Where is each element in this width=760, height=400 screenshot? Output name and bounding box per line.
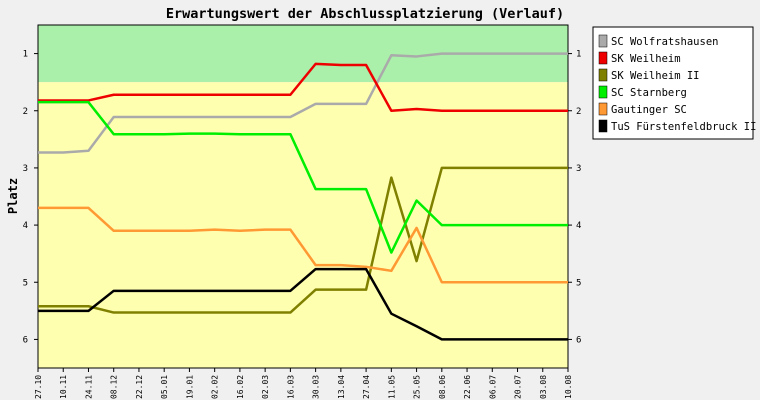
- y-tick-label-left-5: 5: [23, 278, 28, 288]
- x-tick-label-5: 05.01: [160, 375, 169, 399]
- legend: SC Wolfratshausen SK Weilheim SK Weilheim …: [592, 26, 756, 140]
- y-tick-label-right-1: 1: [576, 50, 581, 60]
- plot-frame: [37, 24, 569, 369]
- y-tick-label-right-3: 3: [576, 164, 581, 174]
- y-axis-label: Platz: [6, 178, 20, 214]
- y-tick-label-left-4: 4: [23, 221, 28, 231]
- x-tick-label-4: 22.12: [135, 375, 144, 399]
- x-tick-label-14: 11.05: [387, 375, 396, 399]
- y-tick-label-right-6: 6: [576, 335, 581, 345]
- series-line-4: [38, 206, 568, 284]
- x-tick-label-3: 08.12: [110, 375, 119, 399]
- plot-area: 1 1 2 2 3 3 4 4 5 5 6 6 27.10 10.11 24.11 08.12 22.12 05.…: [23, 24, 581, 399]
- x-tick-label-20: 03.08: [539, 375, 548, 399]
- y-tick-label-right-4: 4: [576, 221, 581, 231]
- series-line-1: [38, 62, 568, 112]
- legend-label-0: SC Wolfratshausen: [611, 36, 718, 48]
- x-tick-label-7: 02.02: [211, 375, 220, 399]
- x-tick-label-11: 30.03: [312, 375, 321, 399]
- x-tick-label-12: 13.04: [337, 375, 346, 399]
- series-line-3: [38, 100, 568, 254]
- series-line-0: [38, 52, 568, 154]
- y-tick-label-right-2: 2: [576, 107, 581, 117]
- x-tick-label-16: 08.06: [438, 375, 447, 399]
- y-tick-label-left-3: 3: [23, 164, 28, 174]
- x-tick-label-19: 20.07: [514, 375, 523, 399]
- legend-label-5: TuS Fürstenfeldbruck II: [611, 121, 756, 133]
- x-tick-label-13: 27.04: [362, 375, 371, 399]
- x-tick-label-0: 27.10: [34, 375, 43, 399]
- series-line-2: [38, 166, 568, 314]
- y-tick-label-left-1: 1: [23, 50, 28, 60]
- legend-label-1: SK Weilheim: [611, 53, 681, 65]
- x-tick-label-10: 16.03: [286, 375, 295, 399]
- x-tick-label-2: 24.11: [84, 375, 93, 399]
- legend-swatch-0: [598, 34, 608, 48]
- y-tick-label-left-6: 6: [23, 335, 28, 345]
- legend-swatch-1: [598, 51, 608, 65]
- series-line-5: [38, 267, 568, 341]
- x-tick-label-17: 22.06: [463, 375, 472, 399]
- legend-swatch-2: [598, 68, 608, 82]
- legend-label-4: Gautinger SC: [611, 104, 687, 116]
- y-tick-label-left-2: 2: [23, 107, 28, 117]
- y-tick-label-right-5: 5: [576, 278, 581, 288]
- legend-label-2: SK Weilheim II: [611, 70, 700, 82]
- x-tick-label-18: 06.07: [488, 375, 497, 399]
- x-tick-label-6: 19.01: [185, 375, 194, 399]
- legend-box: [592, 26, 754, 140]
- chart-title: Erwartungswert der Abschlussplatzierung …: [166, 6, 564, 22]
- legend-swatch-4: [598, 102, 608, 116]
- legend-label-3: SC Starnberg: [611, 87, 687, 99]
- x-tick-label-8: 16.02: [236, 375, 245, 399]
- x-tick-label-9: 02.03: [261, 375, 270, 399]
- x-tick-label-21: 10.08: [564, 375, 573, 399]
- x-tick-label-15: 25.05: [413, 375, 422, 399]
- legend-swatch-3: [598, 85, 608, 99]
- x-tick-label-1: 10.11: [59, 375, 68, 399]
- legend-swatch-5: [598, 119, 608, 133]
